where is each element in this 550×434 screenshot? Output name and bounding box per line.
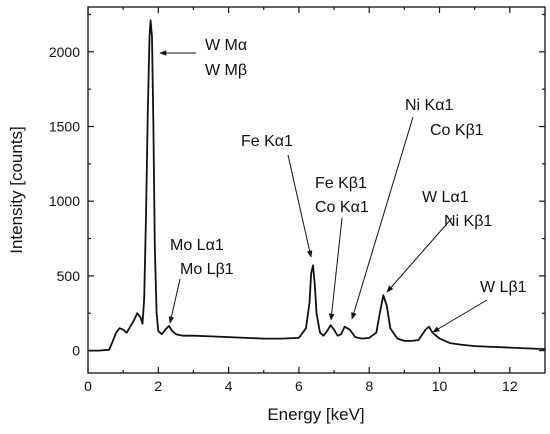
label-ni-ka1: Ni Kα1 <box>405 97 453 114</box>
x-tick-label: 12 <box>502 378 518 394</box>
arrow-ni-ka <box>386 217 453 293</box>
axis-tick-labels: 0 2 4 6 8 10 12 0 500 1000 1500 2000 <box>49 44 518 394</box>
annotation-labels: W Mα W Mβ Mo Lα1 Mo Lβ1 Fe Kα1 Fe Kβ1 Co… <box>170 37 527 296</box>
x-tick-label: 4 <box>225 378 233 394</box>
y-tick-label: 2000 <box>49 44 80 60</box>
x-axis-label: Energy [keV] <box>267 405 364 424</box>
y-axis-label: Intensity [counts] <box>7 126 26 254</box>
x-tick-label: 2 <box>154 378 162 394</box>
label-w-mb: W Mβ <box>205 62 247 79</box>
label-mo-lb1: Mo Lβ1 <box>180 261 234 278</box>
label-fe-kb1: Fe Kβ1 <box>315 175 367 192</box>
x-tick-label: 10 <box>432 378 448 394</box>
label-w-lb1: W Lβ1 <box>480 279 527 296</box>
y-tick-label: 0 <box>72 343 80 359</box>
label-fe-ka1: Fe Kα1 <box>241 133 293 150</box>
y-tick-label: 500 <box>57 268 81 284</box>
label-w-ma: W Mα <box>205 37 247 54</box>
x-tick-label: 0 <box>84 378 92 394</box>
x-tick-label: 6 <box>295 378 303 394</box>
axis-ticks <box>87 7 545 373</box>
arrow-co-ka <box>351 116 414 320</box>
label-ni-kb1: Ni Kβ1 <box>444 213 492 230</box>
annotation-arrows <box>159 50 488 333</box>
label-mo-la1: Mo Lα1 <box>170 237 224 254</box>
spectrum-line <box>88 19 546 352</box>
arrow-w-lb <box>432 299 488 333</box>
label-co-ka1: Co Kα1 <box>315 199 369 216</box>
y-tick-label: 1000 <box>49 193 80 209</box>
label-w-la1: W Lα1 <box>422 189 469 206</box>
x-tick-label: 8 <box>365 378 373 394</box>
y-tick-label: 1500 <box>49 119 80 135</box>
label-co-kb1: Co Kβ1 <box>430 122 484 139</box>
arrow-fe-ka <box>287 154 313 258</box>
arrow-mo-l <box>168 278 181 324</box>
plot-frame <box>87 6 546 374</box>
arrow-fe-kb <box>328 217 343 321</box>
